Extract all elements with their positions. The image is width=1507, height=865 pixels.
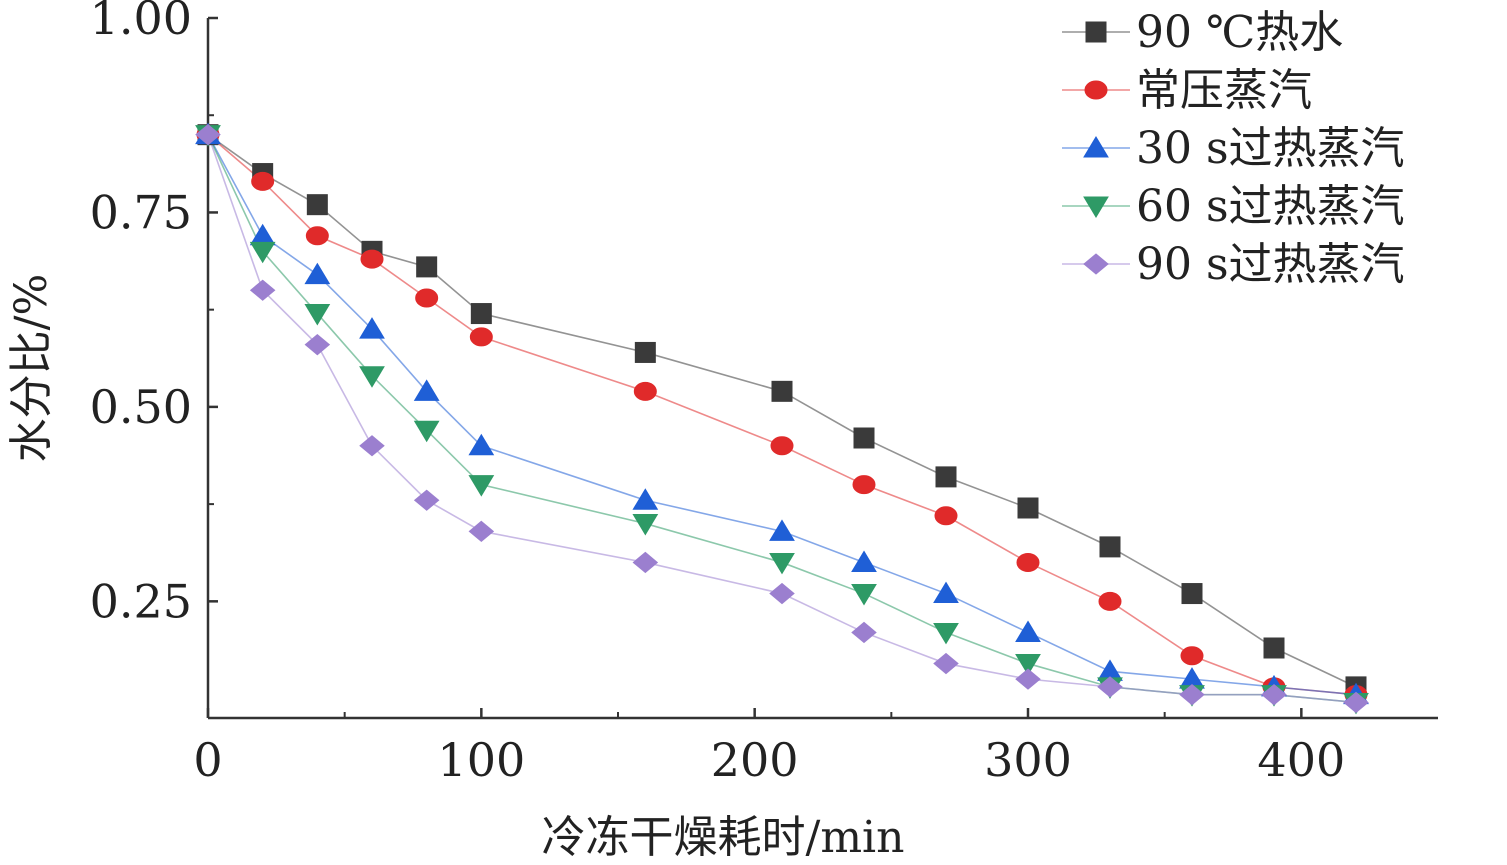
data-point-series-4 <box>851 584 877 606</box>
data-point-series-5 <box>249 279 276 301</box>
data-point-series-2 <box>1016 552 1040 572</box>
data-point-series-2 <box>770 436 794 456</box>
data-point-series-5 <box>195 124 221 146</box>
legend-marker-1 <box>1085 21 1107 43</box>
data-point-series-4 <box>359 366 385 388</box>
x-tick-label: 200 <box>711 733 799 787</box>
x-axis-title: 冷冻干燥耗时/min <box>542 812 905 863</box>
data-point-series-5 <box>851 621 877 644</box>
data-point-series-1 <box>416 256 438 278</box>
data-point-series-5 <box>1343 691 1369 714</box>
series-markers <box>195 122 1369 715</box>
y-tick-label: 0.50 <box>90 380 192 434</box>
axes: 0 100 200 300 400 0.25 0.50 0.75 1.00 <box>90 0 1438 787</box>
data-point-series-3 <box>304 262 331 285</box>
legend-marker-3 <box>1083 136 1109 158</box>
data-point-series-5 <box>1261 684 1287 706</box>
data-point-series-2 <box>1098 591 1122 611</box>
data-point-series-5 <box>933 652 959 675</box>
data-point-series-1 <box>1099 536 1121 558</box>
x-tick-label: 400 <box>1257 733 1345 787</box>
legend-marker-2 <box>1084 80 1108 100</box>
data-point-series-1 <box>853 427 875 449</box>
data-point-series-2 <box>633 381 657 401</box>
legend-label-1: 90 ℃热水 <box>1136 7 1343 58</box>
data-point-series-3 <box>933 581 959 604</box>
data-point-series-2 <box>934 506 958 526</box>
data-point-series-1 <box>1181 583 1203 605</box>
data-point-series-3 <box>632 488 659 510</box>
data-point-series-4 <box>1015 654 1041 676</box>
data-point-series-4 <box>304 304 331 326</box>
data-point-series-1 <box>470 303 492 325</box>
x-tick-label: 100 <box>437 733 525 787</box>
y-axis-title: 水分比/% <box>6 274 57 463</box>
data-point-series-3 <box>468 433 495 456</box>
data-point-series-4 <box>249 241 276 264</box>
data-point-series-2 <box>305 226 329 246</box>
data-point-series-5 <box>1097 676 1123 698</box>
data-point-series-5 <box>632 551 659 574</box>
data-point-series-5 <box>1015 668 1041 690</box>
data-point-series-1 <box>1263 637 1285 659</box>
data-point-series-3 <box>851 550 877 572</box>
data-point-series-4 <box>933 622 959 645</box>
data-point-series-4 <box>769 552 795 575</box>
y-tick-label: 0.75 <box>90 185 192 239</box>
data-point-series-2 <box>251 171 275 191</box>
data-point-series-5 <box>304 334 331 356</box>
data-point-series-3 <box>769 519 795 541</box>
legend-label-4: 60 s过热蒸汽 <box>1136 181 1405 232</box>
x-tick-label: 300 <box>984 733 1072 787</box>
data-point-series-1 <box>771 380 793 402</box>
legend-marker-5 <box>1083 253 1109 275</box>
legend-marker-4 <box>1083 196 1109 218</box>
data-point-series-3 <box>359 317 385 339</box>
data-point-series-5 <box>1179 684 1205 706</box>
data-point-series-4 <box>468 475 495 497</box>
legend-label-3: 30 s过热蒸汽 <box>1136 123 1405 174</box>
data-point-series-1 <box>306 194 328 216</box>
data-point-series-3 <box>413 379 440 401</box>
data-point-series-2 <box>852 475 876 495</box>
data-point-series-4 <box>413 420 440 443</box>
y-tick-label: 0.25 <box>90 574 192 628</box>
data-point-series-5 <box>359 435 385 457</box>
data-point-series-3 <box>1015 620 1041 642</box>
data-point-series-5 <box>413 489 440 511</box>
data-point-series-5 <box>468 520 495 542</box>
data-point-series-2 <box>360 249 384 269</box>
data-point-series-5 <box>769 582 795 605</box>
data-point-series-1 <box>1017 497 1039 519</box>
data-point-series-2 <box>415 288 439 308</box>
data-point-series-4 <box>632 514 659 536</box>
legend-label-2: 常压蒸汽 <box>1136 65 1312 116</box>
data-point-series-2 <box>469 327 493 347</box>
data-point-series-2 <box>1180 646 1204 666</box>
x-tick-label: 0 <box>193 733 222 787</box>
y-tick-label: 1.00 <box>90 0 192 45</box>
data-point-series-1 <box>935 466 957 488</box>
data-point-series-1 <box>634 341 656 363</box>
legend-label-5: 90 s过热蒸汽 <box>1136 239 1405 290</box>
